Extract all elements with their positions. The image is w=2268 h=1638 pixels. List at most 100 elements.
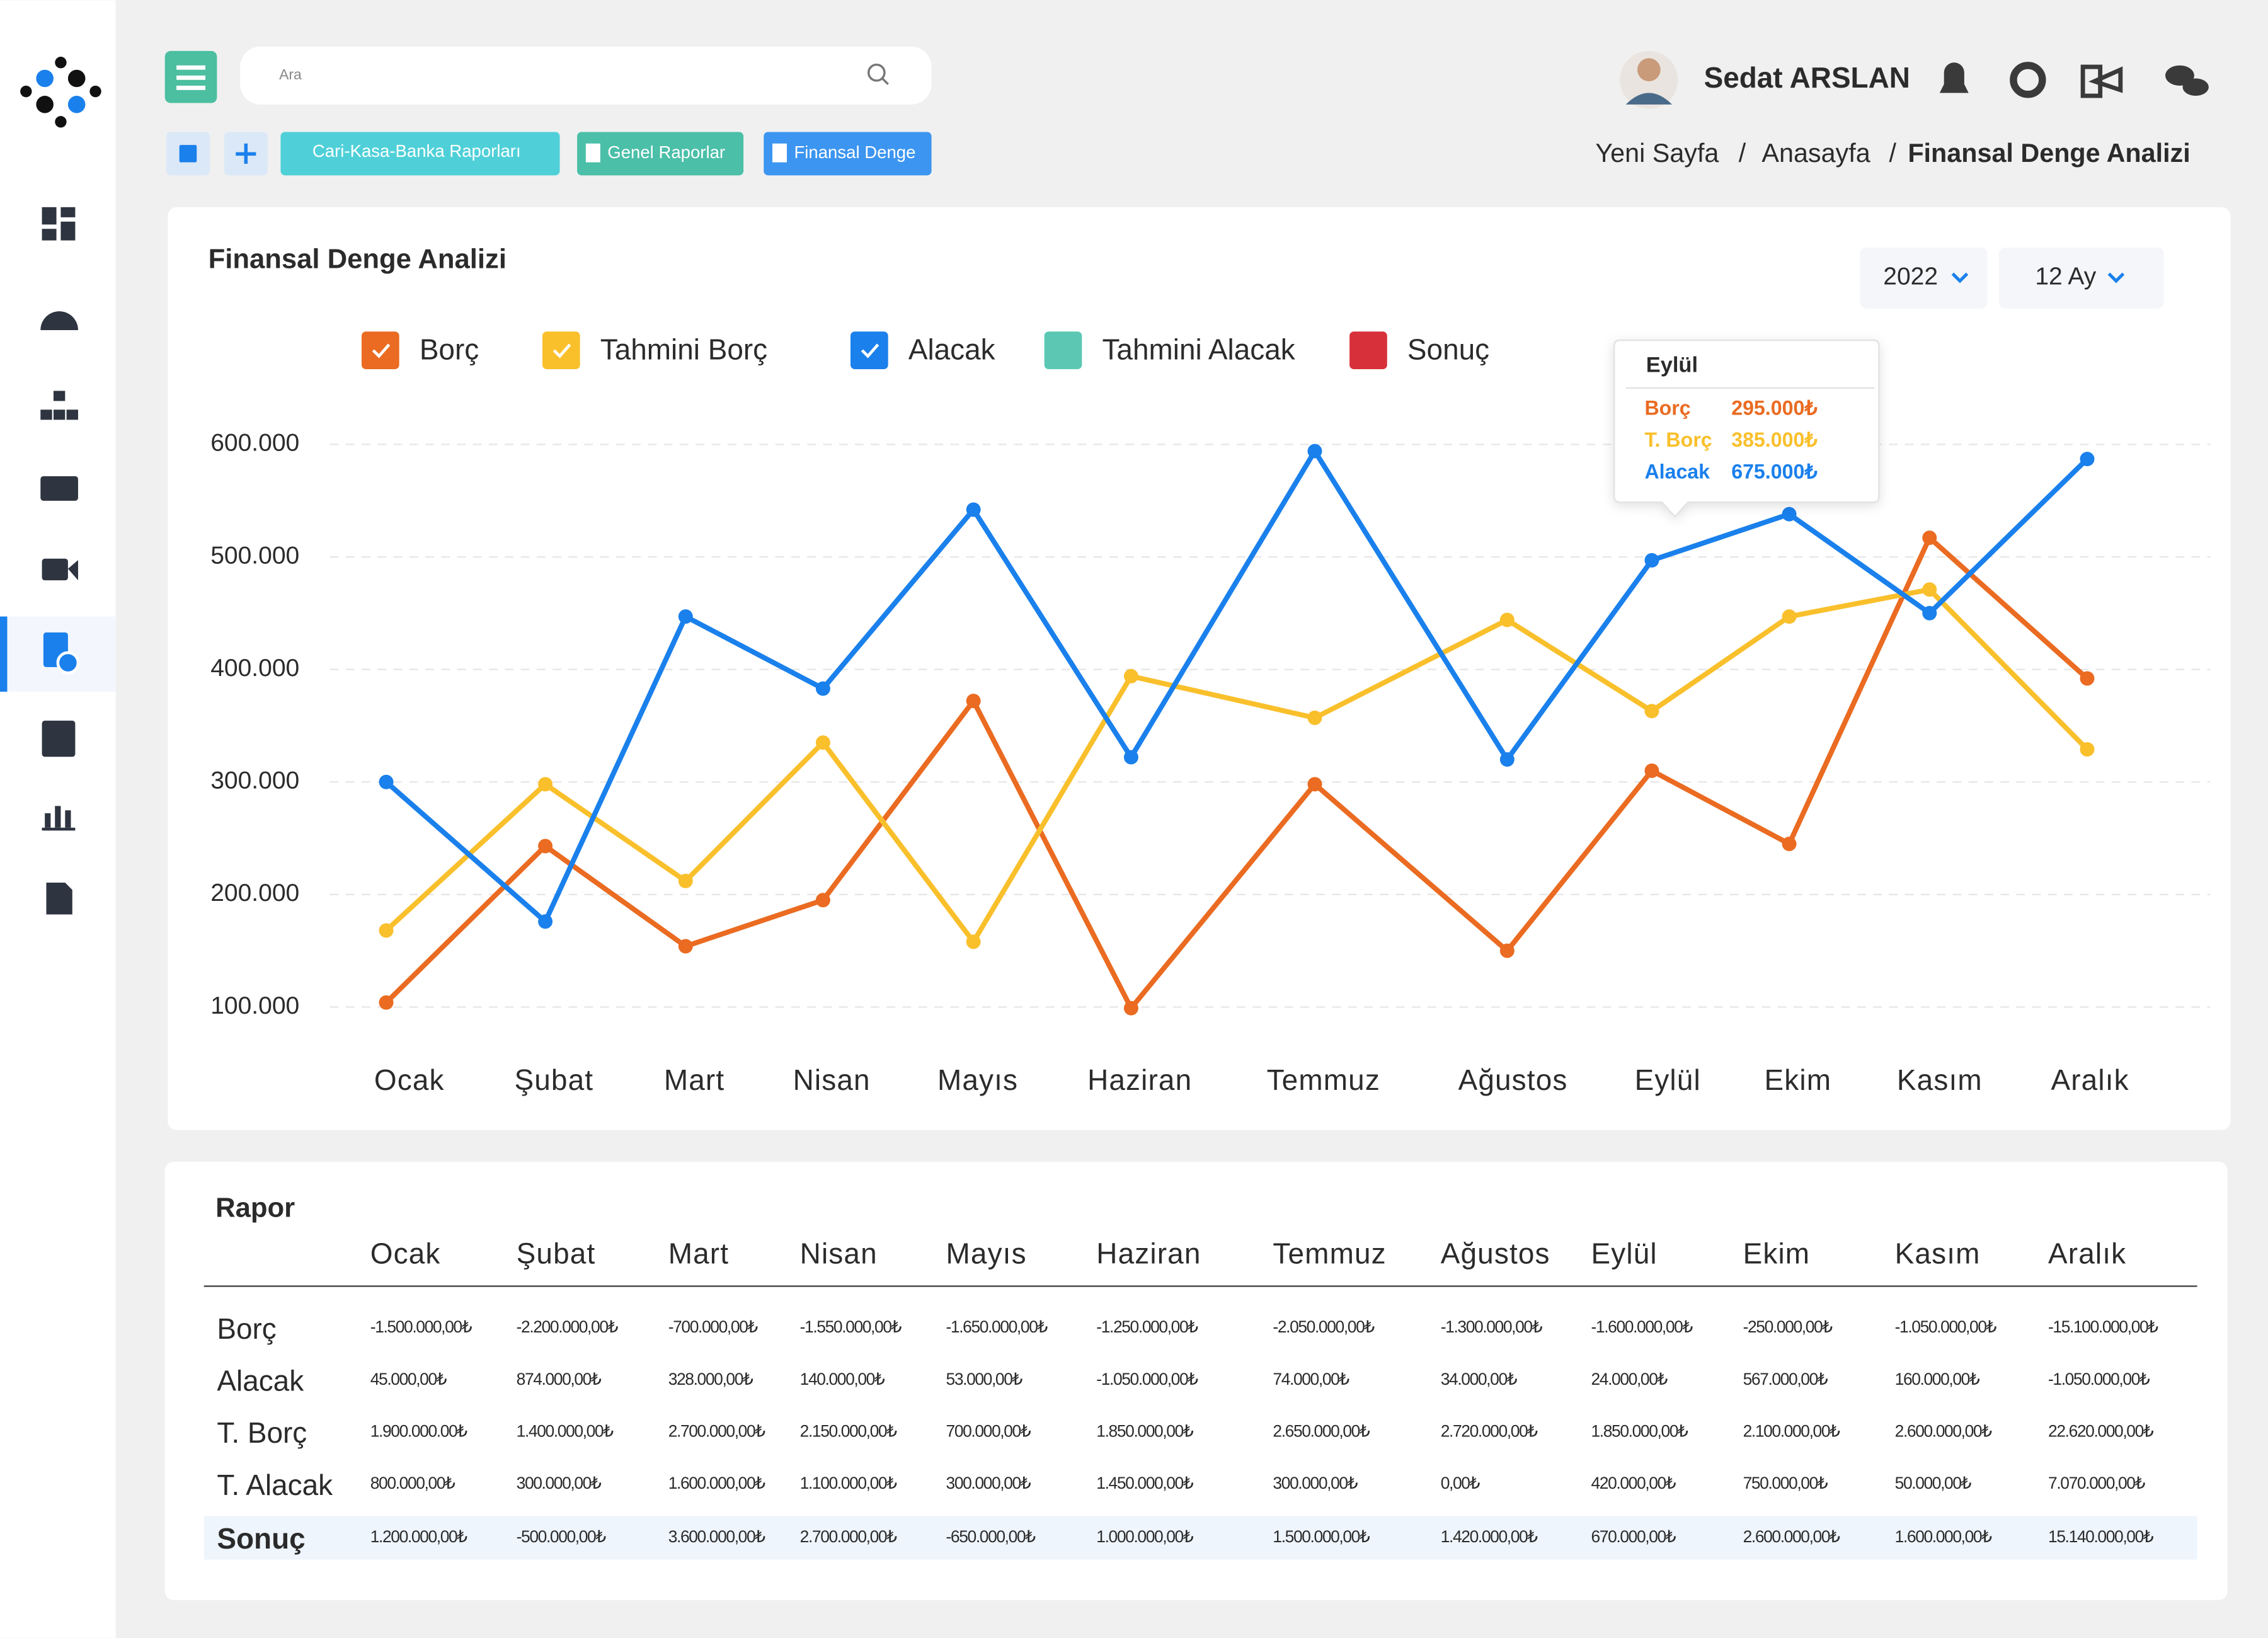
data-point[interactable]	[538, 777, 553, 792]
tooltip-label: Alacak	[1644, 461, 1710, 483]
x-tick-label: Nisan	[793, 1063, 871, 1096]
legend-label: Tahmini Alacak	[1102, 333, 1295, 366]
data-point[interactable]	[2080, 742, 2095, 757]
table-cell: 2.600.000,00₺	[1895, 1421, 1992, 1440]
table-cell: 140.000,00₺	[800, 1370, 885, 1389]
data-point[interactable]	[1782, 507, 1797, 522]
data-point[interactable]	[1123, 750, 1138, 765]
column-header: Mart	[668, 1237, 729, 1269]
y-tick-label: 500.000	[210, 542, 299, 569]
user-avatar[interactable]	[1620, 50, 1678, 109]
table-cell: 2.100.000,00₺	[1743, 1421, 1840, 1440]
legend-swatch	[850, 331, 888, 369]
report-button[interactable]: Cari-Kasa-Banka Raporları	[280, 132, 560, 176]
year-dropdown[interactable]: 2022	[1860, 248, 1988, 309]
data-point[interactable]	[1499, 943, 1515, 958]
nav-dashboard[interactable]	[42, 207, 76, 241]
table-cell: -2.050.000,00₺	[1273, 1317, 1374, 1336]
table-cell: 1.200.000,00₺	[370, 1527, 467, 1546]
data-point[interactable]	[815, 735, 830, 750]
table-cell: 1.100.000,00₺	[800, 1474, 897, 1492]
nav-gauge[interactable]	[40, 311, 78, 330]
data-point[interactable]	[678, 939, 693, 954]
nav-document[interactable]	[46, 883, 72, 915]
report-button[interactable]: Finansal Denge	[764, 132, 932, 176]
table-cell: 2.720.000,00₺	[1441, 1421, 1538, 1440]
data-point[interactable]	[1644, 704, 1659, 719]
data-point[interactable]	[538, 914, 553, 929]
data-point[interactable]	[966, 694, 981, 709]
data-point[interactable]	[1307, 777, 1322, 792]
table-cell: 7.070.000,00₺	[2048, 1474, 2145, 1492]
data-point[interactable]	[678, 609, 693, 624]
series-line	[384, 449, 2089, 924]
period-dropdown[interactable]: 12 Ay	[1998, 248, 2164, 309]
legend-item[interactable]: Tahmini Alacak	[1044, 331, 1296, 369]
table-cell: 1.500.000,00₺	[1273, 1527, 1370, 1546]
data-point[interactable]	[2080, 452, 2095, 467]
data-point[interactable]	[379, 995, 394, 1010]
table-cell: -1.050.000,00₺	[1895, 1317, 1996, 1336]
card	[164, 1162, 2228, 1600]
breadcrumb-item[interactable]: Yeni Sayfa	[1595, 139, 1719, 168]
data-point[interactable]	[1922, 605, 1937, 621]
top-bar: Ara Cari-Kasa-Banka Raporları Genel Rapo…	[164, 46, 2209, 176]
data-point[interactable]	[1123, 1000, 1138, 1016]
legend-item[interactable]: Sonuç	[1349, 331, 1489, 369]
table-cell: 750.000,00₺	[1743, 1474, 1828, 1492]
data-point[interactable]	[1307, 710, 1322, 725]
data-point[interactable]	[1499, 752, 1515, 767]
share-icon[interactable]	[2080, 64, 2123, 98]
data-point[interactable]	[966, 934, 981, 949]
data-point[interactable]	[815, 681, 830, 696]
notifications-icon[interactable]	[1939, 62, 1969, 93]
column-header: Mayıs	[946, 1237, 1027, 1269]
row-label: T. Borç	[217, 1416, 307, 1449]
logo	[20, 57, 101, 128]
table-cell: -1.250.000,00₺	[1096, 1317, 1198, 1336]
nav-finance[interactable]	[43, 632, 80, 675]
data-point[interactable]	[538, 839, 553, 854]
data-point[interactable]	[1644, 553, 1659, 568]
nav-report[interactable]	[42, 720, 76, 757]
add-button[interactable]	[224, 132, 268, 176]
data-point[interactable]	[1123, 668, 1138, 684]
data-point[interactable]	[1644, 763, 1659, 778]
legend-check	[553, 343, 571, 358]
data-point[interactable]	[2080, 671, 2095, 686]
nav-stats[interactable]	[42, 806, 76, 831]
menu-button[interactable]	[164, 50, 217, 103]
tooltip-value: 675.000₺	[1731, 461, 1818, 483]
data-point[interactable]	[1307, 444, 1322, 459]
data-point[interactable]	[1782, 836, 1797, 851]
report-button[interactable]: Genel Raporlar	[577, 132, 744, 176]
breadcrumb: Yeni Sayfa / Anasayfa / Finansal Denge A…	[1595, 139, 2190, 168]
data-point[interactable]	[815, 893, 830, 908]
nav-hierarchy[interactable]	[40, 391, 78, 420]
data-point[interactable]	[1922, 582, 1937, 597]
data-point[interactable]	[1782, 609, 1797, 624]
chat-icon[interactable]	[2165, 65, 2209, 96]
legend: Borç Tahmini Borç Alacak Tahmini Alacak Sonu…	[361, 331, 1489, 369]
data-point[interactable]	[379, 774, 394, 789]
nav-cards[interactable]	[40, 476, 78, 501]
data-point[interactable]	[966, 502, 981, 517]
data-point[interactable]	[1922, 530, 1937, 546]
nav-video[interactable]	[42, 558, 78, 581]
settings-icon[interactable]	[2010, 62, 2046, 98]
breadcrumb-item[interactable]: Anasayfa	[1761, 139, 1870, 168]
search-box[interactable]: Ara	[240, 46, 932, 105]
tooltip: Eylül Borç 295.000₺ T. Borç 385.000₺ Alacak 67…	[1613, 339, 1880, 518]
data-point[interactable]	[678, 873, 693, 888]
save-button[interactable]	[166, 132, 210, 176]
legend-item[interactable]: Alacak	[850, 331, 996, 369]
column-header: Şubat	[517, 1237, 596, 1269]
data-point[interactable]	[379, 923, 394, 938]
legend-item[interactable]: Tahmini Borç	[542, 331, 767, 369]
series-line	[384, 535, 2089, 1011]
row-highlight	[203, 1516, 2197, 1560]
data-point[interactable]	[1499, 612, 1515, 627]
table-cell: 800.000,00₺	[370, 1474, 455, 1492]
legend-item[interactable]: Borç	[361, 331, 479, 369]
row-label: Alacak	[217, 1365, 304, 1397]
